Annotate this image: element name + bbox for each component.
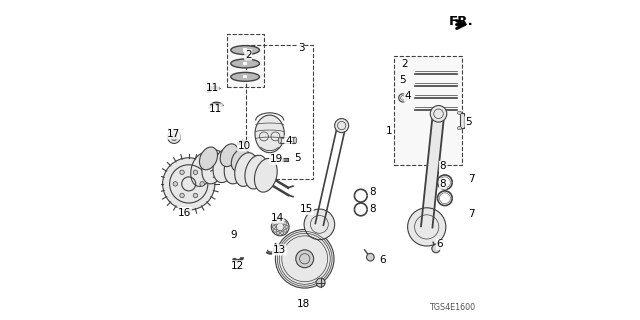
- Text: 15: 15: [300, 204, 313, 214]
- Ellipse shape: [294, 137, 297, 143]
- Text: 19: 19: [269, 154, 283, 164]
- Circle shape: [163, 158, 215, 210]
- Text: 4: 4: [404, 91, 411, 101]
- Circle shape: [271, 218, 289, 236]
- FancyBboxPatch shape: [394, 56, 463, 165]
- Circle shape: [200, 182, 204, 186]
- Circle shape: [285, 225, 288, 228]
- Bar: [243, 75, 247, 78]
- Text: 6: 6: [436, 239, 443, 249]
- Circle shape: [284, 221, 287, 225]
- Ellipse shape: [458, 111, 462, 115]
- Text: 11: 11: [209, 104, 222, 114]
- Ellipse shape: [202, 150, 225, 184]
- Text: 8: 8: [369, 187, 376, 197]
- Text: 2: 2: [401, 60, 408, 69]
- Text: 4: 4: [285, 136, 292, 146]
- Text: 10: 10: [237, 141, 251, 151]
- Circle shape: [280, 219, 284, 222]
- Ellipse shape: [231, 46, 259, 54]
- Text: 14: 14: [270, 213, 284, 223]
- Circle shape: [276, 219, 280, 222]
- Text: 1: 1: [386, 126, 393, 136]
- Text: 5: 5: [465, 117, 472, 127]
- Text: 17: 17: [167, 129, 180, 139]
- Ellipse shape: [278, 137, 282, 143]
- Text: 12: 12: [231, 261, 244, 271]
- Bar: [280, 137, 295, 143]
- Circle shape: [193, 193, 198, 198]
- Ellipse shape: [224, 150, 247, 184]
- Text: 8: 8: [440, 179, 446, 189]
- Ellipse shape: [231, 72, 259, 81]
- Circle shape: [399, 94, 407, 102]
- Circle shape: [304, 209, 335, 240]
- Circle shape: [272, 225, 275, 228]
- Text: 3: 3: [298, 44, 305, 53]
- Text: 13: 13: [273, 245, 286, 255]
- Circle shape: [173, 182, 177, 186]
- Ellipse shape: [245, 155, 268, 189]
- Circle shape: [408, 208, 446, 246]
- Circle shape: [273, 229, 276, 232]
- Ellipse shape: [231, 59, 259, 68]
- Circle shape: [180, 170, 184, 174]
- Ellipse shape: [255, 158, 277, 192]
- Circle shape: [432, 244, 440, 253]
- Ellipse shape: [235, 153, 257, 187]
- Bar: [243, 49, 247, 52]
- Ellipse shape: [220, 144, 238, 167]
- Circle shape: [280, 231, 284, 235]
- Ellipse shape: [458, 126, 462, 130]
- Circle shape: [367, 253, 374, 261]
- Text: FR.: FR.: [449, 15, 474, 28]
- Circle shape: [296, 250, 314, 268]
- Circle shape: [276, 231, 280, 235]
- Bar: [460, 113, 464, 128]
- Circle shape: [316, 278, 325, 287]
- Text: 8: 8: [440, 161, 446, 172]
- Text: 18: 18: [297, 299, 310, 309]
- Text: 8: 8: [369, 204, 376, 214]
- Ellipse shape: [255, 115, 284, 153]
- Bar: [243, 62, 247, 65]
- Circle shape: [335, 119, 349, 132]
- Circle shape: [284, 229, 287, 232]
- Circle shape: [273, 221, 276, 225]
- Text: 16: 16: [178, 208, 191, 218]
- Text: 7: 7: [468, 174, 475, 184]
- Text: 2: 2: [245, 50, 252, 60]
- Ellipse shape: [191, 153, 214, 187]
- Ellipse shape: [213, 149, 236, 183]
- Ellipse shape: [200, 147, 218, 170]
- Text: 5: 5: [399, 75, 406, 85]
- Polygon shape: [421, 113, 444, 228]
- Text: 9: 9: [230, 230, 237, 240]
- Circle shape: [193, 170, 198, 174]
- Text: 6: 6: [379, 255, 385, 265]
- Text: 5: 5: [294, 153, 301, 164]
- Text: TGS4E1600: TGS4E1600: [429, 303, 476, 312]
- Circle shape: [168, 131, 180, 143]
- Bar: [276, 158, 287, 161]
- Circle shape: [430, 106, 447, 122]
- FancyBboxPatch shape: [227, 34, 264, 87]
- Text: 7: 7: [468, 209, 475, 219]
- Text: 11: 11: [205, 83, 219, 93]
- Circle shape: [275, 229, 334, 288]
- Ellipse shape: [243, 156, 260, 178]
- Circle shape: [180, 193, 184, 198]
- Ellipse shape: [231, 148, 250, 172]
